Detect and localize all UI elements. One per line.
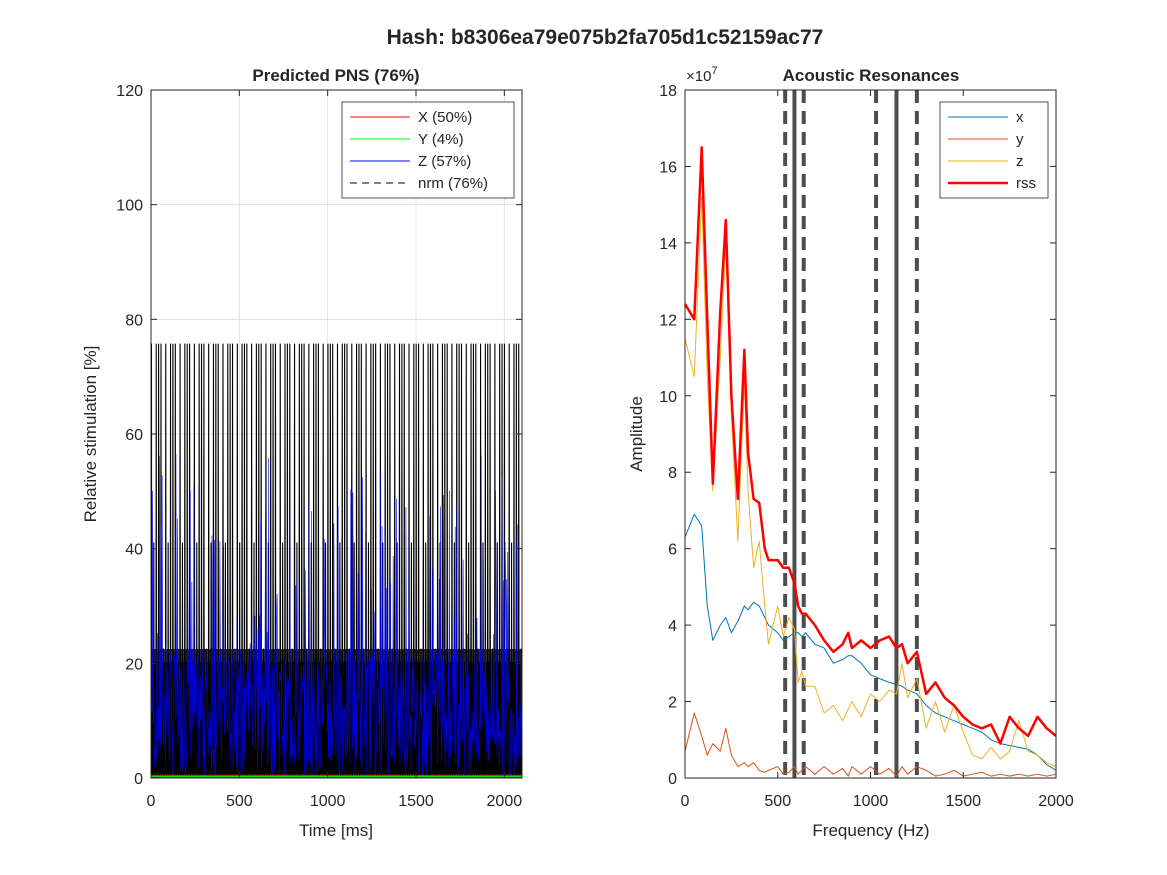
pns-x-tick-label-1: 500 [226, 793, 253, 810]
acoustic-y-tick-label-6: 12 [659, 312, 677, 329]
pns-x-tick-label-2: 1000 [310, 793, 346, 810]
pns-x-tick-label-4: 2000 [487, 793, 523, 810]
y-axis-exponent: ×107 [686, 65, 718, 85]
pns-x-tick-label-3: 1500 [398, 793, 434, 810]
pns-y-axis-label: Relative stimulation [%] [81, 346, 100, 523]
pns-x-tick-label-0: 0 [147, 793, 156, 810]
pns-legend-label-1: Y (4%) [418, 131, 464, 148]
pns-legend-box [341, 101, 515, 199]
acoustic-legend-label-2: z [1016, 153, 1024, 170]
pns-legend-label-2: Z (57%) [418, 153, 471, 170]
pns-y-tick-label-2: 40 [125, 542, 143, 559]
acoustic-y-tick-label-0: 0 [668, 771, 677, 788]
acoustic-x-tick-label-3: 1500 [945, 793, 981, 810]
acoustic-series-z [684, 196, 1057, 767]
pns-chart: Predicted PNS (76%) Time [ms] Relative s… [81, 66, 523, 840]
acoustic-legend-label-1: y [1016, 131, 1024, 148]
acoustic-legend-label-3: rss [1016, 175, 1036, 192]
pns-y-tick-label-1: 20 [125, 656, 143, 673]
pns-chart-title: Predicted PNS (76%) [252, 66, 419, 85]
pns-y-tick-label-6: 120 [116, 83, 143, 100]
acoustic-y-tick-label-8: 16 [659, 159, 677, 176]
acoustic-x-tick-label-2: 1000 [853, 793, 889, 810]
acoustic-y-tick-label-5: 10 [659, 389, 677, 406]
acoustic-y-tick-label-9: 18 [659, 83, 677, 100]
acoustic-legend: xyz rss [939, 101, 1049, 199]
acoustic-series-rss [683, 146, 1057, 745]
acoustic-x-axis-label: Frequency (Hz) [812, 821, 929, 840]
acoustic-y-tick-label-4: 8 [668, 465, 677, 482]
acoustic-series-x [684, 513, 1057, 771]
acoustic-y-axis-label: Amplitude [627, 396, 646, 472]
acoustic-y-tick-label-7: 14 [659, 236, 677, 253]
acoustic-y-tick-label-3: 6 [668, 542, 677, 559]
pns-x-axis-label: Time [ms] [299, 821, 373, 840]
acoustic-x-tick-label-0: 0 [681, 793, 690, 810]
pns-y-tick-label-3: 60 [125, 427, 143, 444]
acoustic-x-tick-label-4: 2000 [1038, 793, 1074, 810]
acoustic-x-tick-label-1: 500 [764, 793, 791, 810]
pns-legend-label-3: nrm (76%) [418, 175, 488, 192]
pns-y-tick-label-5: 100 [116, 198, 143, 215]
pns-legend-label-0: X (50%) [418, 109, 472, 126]
acoustic-series-y [684, 712, 1057, 777]
pns-y-tick-label-4: 80 [125, 312, 143, 329]
figure-title: Hash: b8306ea79e075b2fa705d1c52159ac77 [387, 26, 824, 49]
acoustic-y-tick-label-2: 4 [668, 618, 677, 635]
pns-series-z [150, 454, 523, 778]
acoustic-y-tick-label-1: 2 [668, 695, 677, 712]
acoustic-chart: Acoustic Resonances Frequency (Hz) Ampli… [627, 65, 1074, 840]
acoustic-legend-label-0: x [1016, 109, 1024, 126]
pns-y-tick-label-0: 0 [134, 771, 143, 788]
acoustic-chart-title: Acoustic Resonances [783, 66, 960, 85]
pns-legend: X (50%) Y (4%) Z (57%) nrm (76%) [341, 101, 515, 199]
